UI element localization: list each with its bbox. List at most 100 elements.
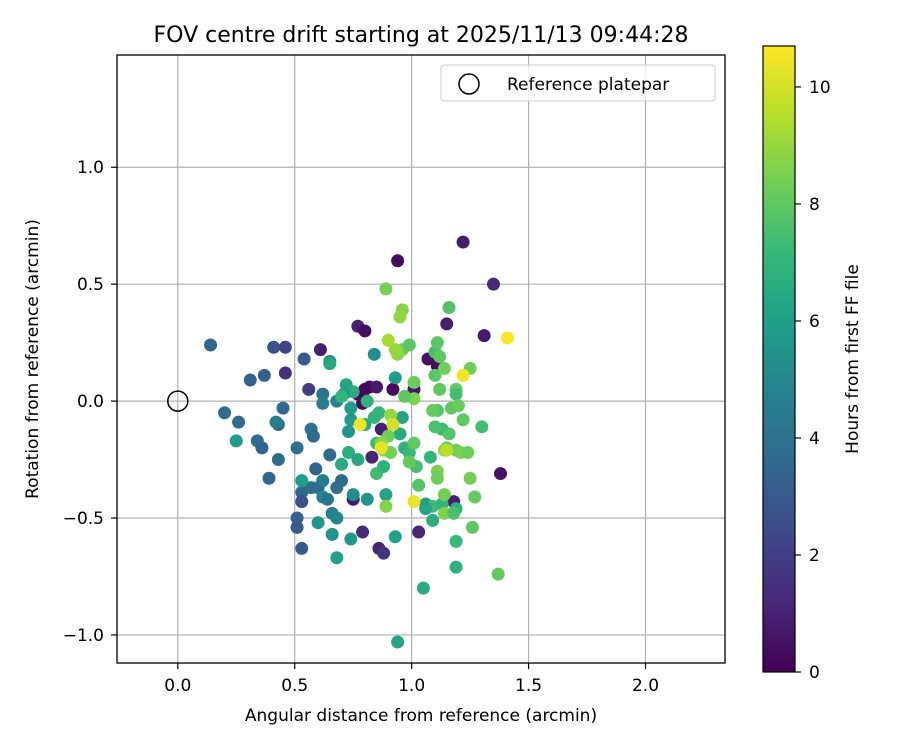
- data-point: [232, 415, 246, 429]
- data-point: [388, 343, 402, 357]
- data-point: [428, 368, 442, 382]
- data-point: [377, 460, 391, 474]
- data-point: [346, 488, 360, 502]
- data-point: [255, 441, 269, 455]
- data-point: [440, 443, 454, 457]
- data-point: [358, 382, 372, 396]
- data-point: [463, 471, 477, 485]
- data-point: [323, 357, 337, 371]
- data-point: [379, 488, 393, 502]
- data-point: [402, 455, 416, 469]
- plot-frame: [116, 54, 726, 664]
- data-point: [501, 331, 515, 345]
- data-point: [360, 492, 374, 506]
- data-point: [494, 467, 508, 481]
- data-point: [295, 474, 309, 488]
- data-point: [437, 488, 451, 502]
- y-tick-label: −1.0: [63, 626, 104, 646]
- data-point: [316, 396, 330, 410]
- data-point: [407, 495, 421, 509]
- colorbar-tick-label: 2: [809, 546, 820, 566]
- data-point: [218, 406, 232, 420]
- legend: Reference platepar: [440, 64, 716, 102]
- x-axis-ticks: 0.0 0.5 1.0 1.5 2.0: [164, 663, 659, 696]
- data-point: [374, 441, 388, 455]
- data-point: [437, 506, 451, 520]
- data-point: [428, 420, 442, 434]
- data-point: [407, 375, 421, 389]
- data-point: [393, 427, 407, 441]
- data-point: [262, 471, 276, 485]
- data-point: [334, 474, 348, 488]
- y-tick-label: 0.0: [77, 392, 104, 412]
- data-point: [269, 415, 283, 429]
- data-point: [367, 347, 381, 361]
- data-point: [356, 525, 370, 539]
- data-point: [486, 277, 500, 291]
- data-point: [229, 434, 243, 448]
- data-point: [323, 448, 337, 462]
- data-point: [334, 457, 348, 471]
- colorbar-tick-label: 6: [809, 312, 820, 332]
- data-point: [379, 499, 393, 513]
- data-point: [386, 417, 400, 431]
- data-point: [297, 352, 311, 366]
- data-point: [344, 401, 358, 415]
- x-tick-label: 2.0: [632, 676, 659, 696]
- data-point: [388, 530, 402, 544]
- x-tick-label: 1.5: [515, 676, 542, 696]
- y-tick-label: 1.0: [77, 158, 104, 178]
- data-point: [344, 532, 358, 546]
- colorbar-tick-label: 8: [809, 195, 820, 215]
- data-point: [426, 403, 440, 417]
- data-point: [449, 534, 463, 548]
- data-point: [419, 502, 433, 516]
- data-point: [430, 336, 444, 350]
- data-point: [370, 380, 384, 394]
- data-point: [309, 462, 323, 476]
- legend-entry-reference: Reference platepar: [507, 75, 669, 95]
- data-point: [325, 527, 339, 541]
- colorbar-tick-label: 0: [809, 663, 820, 683]
- chart-title: FOV centre drift starting at 2025/11/13 …: [154, 23, 689, 48]
- data-point: [391, 635, 405, 649]
- data-point: [412, 478, 426, 492]
- data-point: [416, 581, 430, 595]
- colorbar-ticks: 0 2 4 6 8 10: [795, 78, 831, 683]
- data-point: [388, 371, 402, 385]
- data-point: [330, 551, 344, 565]
- data-point: [342, 446, 356, 460]
- colorbar-frame: [762, 45, 796, 673]
- data-point: [365, 450, 379, 464]
- y-axis-ticks: −1.0 −0.5 0.0 0.5 1.0: [63, 158, 117, 646]
- x-tick-label: 0.0: [164, 676, 191, 696]
- data-point: [433, 382, 447, 396]
- data-point: [271, 453, 285, 467]
- data-point: [395, 410, 409, 424]
- data-point: [360, 394, 374, 408]
- data-point: [311, 516, 325, 530]
- data-point: [402, 338, 416, 352]
- colorbar-gradient: [763, 46, 795, 672]
- data-point: [290, 511, 304, 525]
- data-point: [451, 399, 465, 413]
- x-tick-label: 1.0: [398, 676, 425, 696]
- data-point: [447, 506, 461, 520]
- data-point: [334, 389, 348, 403]
- data-point: [204, 338, 218, 352]
- data-point: [295, 495, 309, 509]
- data-point: [442, 427, 456, 441]
- data-point: [393, 310, 407, 324]
- data-point: [320, 492, 334, 506]
- y-tick-label: 0.5: [77, 275, 104, 295]
- data-point: [442, 301, 456, 315]
- data-point: [465, 520, 479, 534]
- data-point: [449, 560, 463, 574]
- legend-box: [440, 64, 716, 102]
- colorbar-label: Hours from first FF file: [843, 264, 863, 454]
- data-point: [437, 361, 451, 375]
- data-point: [475, 420, 489, 434]
- data-point: [491, 567, 505, 581]
